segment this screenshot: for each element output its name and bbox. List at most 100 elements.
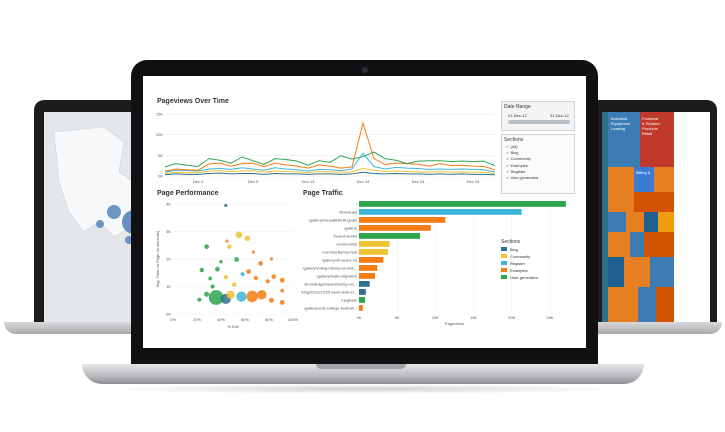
scatter-point	[271, 274, 277, 279]
filter-item[interactable]: ✓ Community	[506, 156, 531, 161]
main-laptop: Pageviews Over Time 0K 5K 10K 15K Dec 4 Dec 9…	[131, 60, 598, 364]
scatter-point	[280, 288, 285, 293]
traffic-title: Page Traffic	[303, 190, 343, 197]
scatter-point	[251, 250, 255, 254]
series-line	[164, 152, 496, 173]
bar	[359, 297, 366, 303]
x-axis-label: % Exit	[227, 324, 239, 329]
filter-item[interactable]: ✓ Examples	[506, 163, 528, 168]
sections-filter: Sections ✓ (All) ✓ Blog ✓ Community ✓ Examp…	[501, 134, 575, 194]
category-label: /upgrade	[341, 298, 358, 303]
treemap: Industrial Equipment Leasing Footwear & …	[602, 112, 674, 322]
filter-item-label: Community	[510, 156, 531, 162]
series-line	[164, 151, 496, 168]
filter-item-label: Examples	[510, 162, 529, 168]
bar	[359, 273, 376, 279]
x-tick-label: 20%	[193, 317, 201, 322]
x-tick-label: 10K	[432, 315, 439, 320]
treemap-screen: Industrial Equipment Leasing Footwear & …	[602, 112, 710, 322]
category-label: /how-it-works	[333, 234, 357, 239]
scatter-point	[279, 277, 285, 283]
pageviews-title: Pageviews Over Time	[157, 98, 229, 105]
scatter-point	[227, 244, 232, 249]
filter-item-label: (All)	[510, 144, 518, 149]
scatter-point	[225, 239, 229, 243]
series-line	[164, 121, 496, 172]
bar	[359, 249, 389, 255]
legend-swatch	[501, 254, 507, 258]
x-tick-label: 5K	[395, 315, 400, 320]
scatter-point	[226, 290, 235, 299]
svg-text:& Related: & Related	[642, 121, 660, 126]
sections-filter-title: Sections	[504, 137, 524, 143]
date-range-start: 01-Dec-12	[508, 113, 527, 118]
bar	[359, 257, 384, 263]
category-label: /gallery/mesa8936-fit-goals	[309, 218, 357, 223]
right-laptop-base	[562, 322, 722, 334]
check-icon: ✓	[506, 168, 511, 174]
legend-label: User-generated	[510, 274, 538, 280]
scatter-point	[231, 282, 237, 287]
laptop-notch	[316, 364, 406, 369]
legend-label: Examples	[510, 267, 528, 273]
bar	[359, 209, 522, 215]
x-axis-label: Pageviews	[445, 321, 464, 326]
scatter-point	[235, 231, 243, 239]
filter-item[interactable]: ✓ (All)	[506, 144, 518, 149]
legend-label: Blog	[510, 246, 519, 252]
bar	[359, 201, 566, 207]
x-tick-label: 20K	[508, 315, 515, 320]
category-label: /community	[337, 242, 357, 247]
y-tick-label: 0K	[158, 174, 163, 179]
scatter-point	[204, 291, 210, 297]
y-tick-label: 10K	[156, 132, 163, 137]
legend-swatch	[501, 261, 507, 265]
scatter-point	[208, 276, 213, 281]
y-tick-label: 0K	[166, 312, 171, 317]
x-tick-label: Dec 14	[302, 179, 315, 184]
filter-item-label: Blog	[510, 150, 519, 156]
scatter-point	[257, 289, 267, 300]
scatter-point	[234, 257, 239, 262]
category-label: /blog/2012/12/25-best-ninth-el...	[301, 290, 357, 295]
filter-item[interactable]: ✓ User-generated	[506, 175, 538, 180]
bar	[359, 281, 370, 287]
x-tick-label: 15K	[470, 315, 477, 320]
scatter-point	[199, 267, 205, 273]
check-icon: ✓	[506, 175, 511, 180]
y-tick-label: 5K	[158, 153, 163, 158]
map-bubble	[107, 205, 121, 219]
scatter-point	[210, 284, 215, 289]
category-label: /gallery	[344, 226, 357, 231]
svg-text:Footwear: Footwear	[642, 116, 659, 121]
main-laptop-base	[82, 364, 644, 384]
left-laptop-base	[4, 322, 154, 334]
check-icon: ✓	[506, 144, 511, 149]
scatter-point	[258, 261, 263, 266]
scatter-point	[240, 272, 245, 277]
scatter-point	[197, 297, 202, 302]
scatter-point	[253, 275, 259, 281]
filter-item[interactable]: ✓ Register	[506, 169, 525, 174]
x-tick-label: Dec 9	[248, 179, 259, 184]
category-label: /	[356, 202, 358, 207]
category-label: /gallery/30-years-cd	[322, 258, 357, 263]
check-icon: ✓	[506, 162, 511, 168]
legend-swatch	[501, 275, 507, 279]
camera-icon	[362, 67, 368, 73]
scatter-point	[224, 203, 228, 207]
x-tick-label: 100%	[288, 317, 299, 322]
legend-swatch	[501, 268, 507, 272]
filter-item[interactable]: ✓ Blog	[506, 150, 518, 155]
date-range-slider[interactable]	[508, 120, 570, 124]
page-traffic-bar-chart: 0K 5K 10K 15K 20K 25K Pageviews / /download/gall…	[301, 200, 566, 326]
x-tick-label: 40%	[217, 317, 225, 322]
check-icon: ✓	[506, 150, 511, 156]
sections-legend-title: Sections	[501, 239, 521, 245]
legend-label: Register	[510, 260, 525, 266]
date-range-filter[interactable]: Date Range 01-Dec-12 31-Dec-12	[501, 101, 575, 131]
x-tick-label: Dec 24	[412, 179, 425, 184]
dashboard-screen: Pageviews Over Time 0K 5K 10K 15K Dec 4 Dec 9…	[143, 76, 586, 348]
scatter-point	[208, 290, 224, 305]
